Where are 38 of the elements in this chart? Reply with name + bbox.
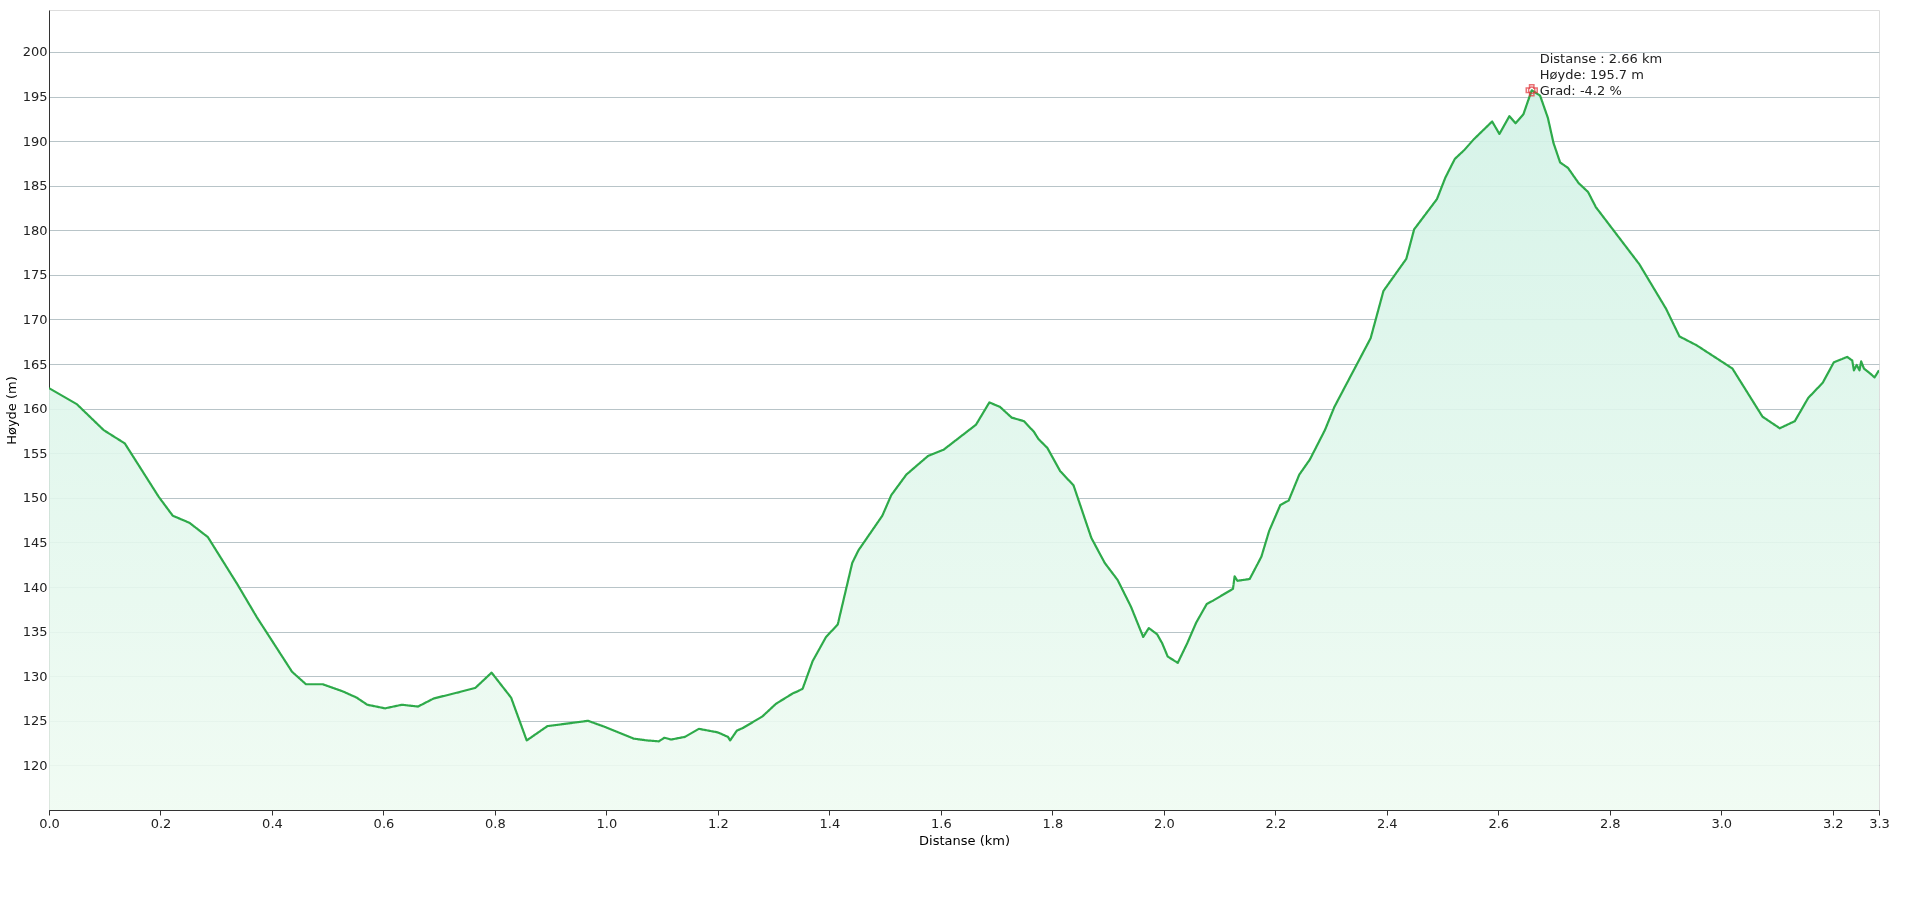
y-tick-label: 140	[22, 579, 48, 595]
y-axis-title: Høyde (m)	[3, 376, 19, 445]
x-axis-title: Distanse (km)	[919, 832, 1010, 848]
x-tick-label: 2.4	[1376, 815, 1398, 831]
y-tick-label: 160	[22, 401, 48, 417]
y-tick-label: 200	[22, 44, 48, 60]
x-tick-label: 2.8	[1599, 815, 1621, 831]
x-tick-label: 1.8	[1042, 815, 1064, 831]
y-tick-label: 135	[22, 624, 48, 640]
y-tick-label: 190	[22, 133, 48, 149]
x-tick-label: 2.6	[1488, 815, 1510, 831]
y-tick-label: 130	[22, 668, 48, 684]
x-tick-label: 0.6	[373, 815, 395, 831]
x-tick-label: 0.4	[262, 815, 283, 831]
x-tick-label: 2.2	[1265, 815, 1287, 831]
y-tick-label: 180	[22, 222, 48, 238]
y-tick-label: 145	[22, 534, 48, 550]
annotation: Distanse : 2.66 km Høyde: 195.7 m Grad: -4.2 %	[1539, 51, 1663, 99]
x-tick-label: 0.8	[485, 815, 506, 831]
y-tick-label: 150	[22, 490, 48, 506]
y-tick-label: 165	[22, 356, 48, 372]
x-tick-label: 1.4	[819, 815, 841, 831]
y-tick-label: 175	[22, 267, 48, 283]
y-tick-label: 155	[22, 445, 48, 461]
y-tick-label: 170	[22, 311, 48, 327]
x-tick-label: 2.0	[1153, 815, 1175, 831]
y-tick-label: 195	[22, 89, 48, 105]
y-tick-label: 185	[22, 178, 48, 194]
y-tick-label: 120	[22, 757, 48, 773]
x-tick-label: 3.3	[1869, 815, 1890, 831]
x-tick-label: 0.2	[150, 815, 172, 831]
x-tick-label: 1.6	[931, 815, 952, 831]
x-tick-label: 3.2	[1822, 815, 1844, 831]
x-tick-label: 3.0	[1711, 815, 1733, 831]
x-tick-label: 1.2	[708, 815, 729, 831]
y-tick-label: 125	[22, 713, 48, 729]
x-tick-label: 1.0	[596, 815, 618, 831]
x-tick-label: 0.0	[39, 815, 60, 831]
